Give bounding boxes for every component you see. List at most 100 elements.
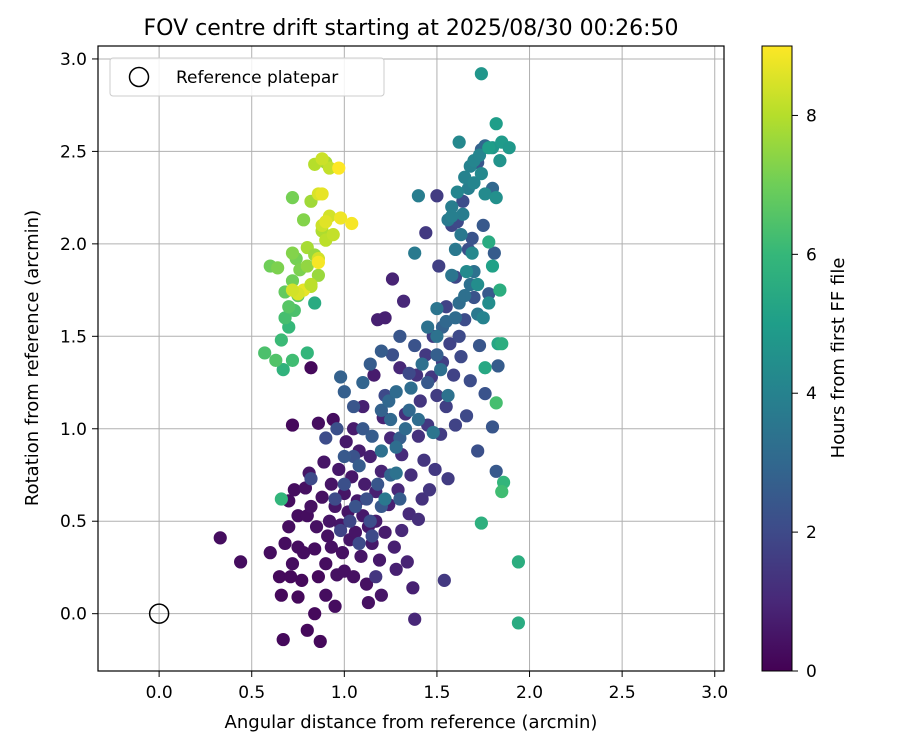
data-point xyxy=(346,399,361,414)
data-point xyxy=(471,277,485,292)
data-point xyxy=(308,296,322,310)
data-point xyxy=(476,218,490,232)
data-point xyxy=(330,422,344,436)
data-point xyxy=(271,261,285,275)
data-point xyxy=(315,490,329,504)
data-point xyxy=(450,185,464,199)
data-point xyxy=(452,135,466,149)
data-point xyxy=(282,520,296,534)
data-point xyxy=(482,235,496,249)
data-point xyxy=(419,226,433,240)
colorbar-tick-label: 4 xyxy=(806,384,817,404)
data-point xyxy=(345,216,359,231)
data-point xyxy=(319,431,333,445)
data-point xyxy=(363,449,377,464)
y-tick-label: 0.0 xyxy=(60,605,87,625)
data-point xyxy=(389,440,403,454)
data-point xyxy=(422,483,437,497)
data-point xyxy=(352,459,366,473)
data-point xyxy=(389,562,403,576)
data-point xyxy=(300,623,314,637)
data-point xyxy=(489,191,503,205)
data-point xyxy=(411,429,426,443)
data-point xyxy=(263,546,277,560)
data-point xyxy=(474,516,488,530)
colorbar-label: Hours from first FF file xyxy=(828,258,849,459)
y-tick-label: 3.0 xyxy=(60,50,87,70)
colorbar-gradient xyxy=(761,45,793,672)
data-point xyxy=(356,422,370,436)
y-axis-ticks: 0.0 0.5 1.0 1.5 2.0 2.5 3.0 xyxy=(60,50,98,625)
data-point xyxy=(285,353,300,367)
data-point xyxy=(478,361,492,375)
legend[interactable]: Reference platepar xyxy=(109,57,385,97)
colorbar-tick-label: 6 xyxy=(806,245,817,265)
data-point xyxy=(411,512,426,526)
data-point xyxy=(363,514,377,528)
data-point xyxy=(335,546,350,560)
data-point xyxy=(284,570,298,584)
data-point xyxy=(374,444,388,458)
y-tick-label: 0.5 xyxy=(60,512,87,532)
data-point xyxy=(382,394,396,408)
data-points xyxy=(213,67,526,649)
data-point xyxy=(337,449,351,464)
data-point xyxy=(430,348,444,362)
data-point xyxy=(374,588,388,602)
data-point xyxy=(489,464,503,478)
data-point xyxy=(482,287,496,301)
data-point xyxy=(304,499,318,514)
data-point xyxy=(361,595,376,610)
data-point xyxy=(472,338,487,353)
data-point xyxy=(287,483,301,497)
data-point xyxy=(471,444,485,458)
x-tick-label: 2.5 xyxy=(609,683,636,703)
data-point xyxy=(389,385,403,399)
data-point xyxy=(334,211,348,225)
data-point xyxy=(495,485,509,499)
data-point xyxy=(441,388,455,403)
data-point xyxy=(359,492,374,506)
data-point xyxy=(276,362,290,377)
colorbar: 0 2 4 6 8 Hours from first FF file xyxy=(761,45,849,682)
data-point xyxy=(408,612,422,626)
data-point xyxy=(309,520,324,534)
data-point xyxy=(415,357,429,371)
data-point xyxy=(317,455,331,469)
x-axis-ticks: 0.0 0.5 1.0 1.5 2.0 2.5 3.0 xyxy=(146,671,728,703)
data-point xyxy=(454,228,468,242)
data-point xyxy=(430,189,444,203)
data-point xyxy=(511,555,526,569)
data-point xyxy=(495,337,509,351)
data-point xyxy=(296,546,311,560)
data-point xyxy=(482,296,496,310)
data-point xyxy=(411,189,426,203)
data-point xyxy=(304,277,318,292)
data-point xyxy=(322,514,337,528)
data-point xyxy=(421,375,435,390)
data-point xyxy=(493,283,507,297)
data-point xyxy=(421,320,435,334)
data-point xyxy=(482,141,496,155)
data-point xyxy=(308,542,322,556)
data-point xyxy=(439,399,453,414)
data-point xyxy=(369,570,383,584)
data-point xyxy=(359,577,374,591)
data-point xyxy=(319,215,333,229)
x-axis-label: Angular distance from reference (arcmin) xyxy=(225,712,598,733)
data-point xyxy=(406,581,420,595)
data-point xyxy=(434,362,448,377)
colorbar-tick-label: 0 xyxy=(806,662,817,682)
data-point xyxy=(285,246,300,260)
data-point xyxy=(445,268,459,282)
data-point xyxy=(454,350,468,364)
data-point xyxy=(430,329,444,343)
y-tick-label: 1.5 xyxy=(60,327,87,347)
data-point xyxy=(430,301,444,316)
data-point xyxy=(352,536,366,551)
data-point xyxy=(332,161,346,175)
data-point xyxy=(502,141,516,155)
data-point xyxy=(448,311,463,325)
data-point xyxy=(363,357,377,371)
colorbar-tick-label: 8 xyxy=(806,106,817,126)
